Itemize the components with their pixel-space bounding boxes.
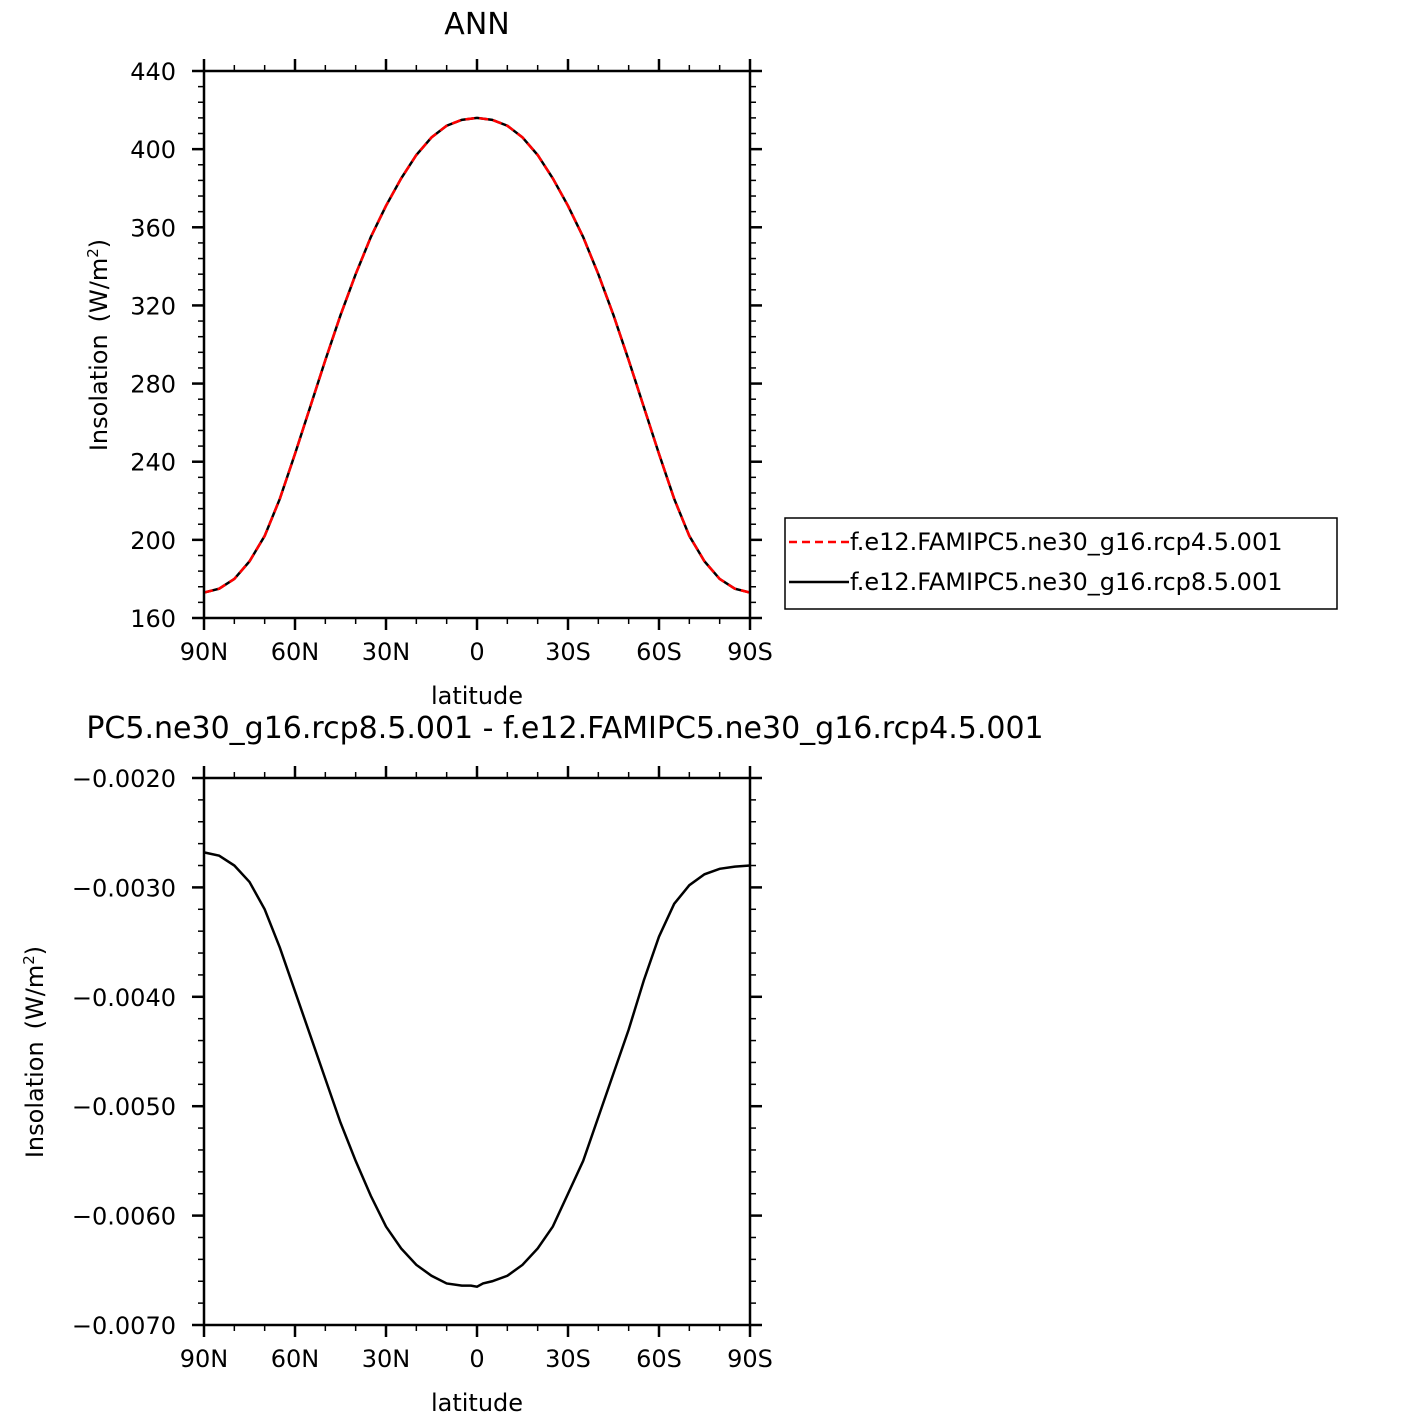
top-x-tick-label: 90N	[180, 638, 229, 666]
bottom-y-axis-label: Insolation (W/m2)	[20, 946, 49, 1158]
top-series-line-0	[203, 116, 751, 594]
top-y-axis-label-units: (W/m	[85, 258, 113, 323]
bottom-y-axis-label-name: Insolation	[21, 1041, 49, 1158]
top-x-tick-label: 30N	[362, 638, 411, 666]
top-y-axis-label-units-close: )	[85, 239, 113, 248]
top-y-tick-label: 280	[130, 371, 176, 399]
top-y-tick-label: 440	[130, 58, 176, 86]
bottom-panel: PC5.ne30_g16.rcp8.5.001 - f.e12.FAMIPC5.…	[20, 711, 1044, 1417]
top-series-layer	[203, 116, 751, 594]
top-y-tick-label: 400	[130, 136, 176, 164]
bottom-x-tick-label: 90S	[727, 1345, 773, 1373]
bottom-x-tick-label: 90N	[180, 1345, 229, 1373]
bottom-x-axis-label: latitude	[431, 1389, 523, 1417]
top-plot-frame	[202, 69, 752, 620]
top-y-axis-label: Insolation (W/m2)	[84, 239, 113, 451]
top-y-tick-label: 320	[130, 292, 176, 320]
top-panel-title: ANN	[444, 7, 509, 42]
top-y-tick-label: 360	[130, 214, 176, 242]
bottom-y-tick-label: −0.0040	[72, 984, 176, 1012]
bottom-series-layer	[203, 851, 751, 1289]
top-y-axis-label-units-sup: 2	[84, 248, 102, 258]
top-y-tick-label: 240	[130, 449, 176, 477]
legend-label-rcp85: f.e12.FAMIPC5.ne30_g16.rcp8.5.001	[850, 568, 1283, 596]
top-y-tick-label: 200	[130, 527, 176, 555]
bottom-series-line-0	[203, 851, 751, 1289]
top-x-tick-label: 30S	[545, 638, 591, 666]
bottom-y-tick-label: −0.0060	[72, 1203, 176, 1231]
bottom-x-tick-label: 30S	[545, 1345, 591, 1373]
top-x-axis-label: latitude	[431, 682, 523, 710]
bottom-x-tick-label: 60N	[271, 1345, 320, 1373]
top-x-tick-label: 60N	[271, 638, 320, 666]
bottom-x-tick-label: 0	[469, 1345, 484, 1373]
bottom-y-tick-label: −0.0070	[72, 1312, 176, 1340]
bottom-y-axis-label-units-sup: 2	[20, 955, 38, 965]
bottom-x-tick-label: 60S	[636, 1345, 682, 1373]
top-series-line-1	[203, 116, 751, 594]
top-y-axis-label-name: Insolation	[85, 334, 113, 451]
legend: f.e12.FAMIPC5.ne30_g16.rcp4.5.001 f.e12.…	[784, 517, 1338, 610]
legend-box	[784, 517, 1338, 610]
bottom-y-axis-label-units-close: )	[21, 946, 49, 955]
bottom-plot-frame	[202, 776, 752, 1327]
top-x-tick-label: 90S	[727, 638, 773, 666]
top-ticks-layer: 90N 60N 30N 0 30S 60S 90S 160 200 240 280 320 360 400…	[130, 58, 773, 666]
bottom-y-tick-label: −0.0050	[72, 1093, 176, 1121]
top-panel: ANN 90N 60N 30N 0 30S 60S 90S 160 200 240 280 320 36…	[84, 7, 773, 710]
legend-label-rcp45: f.e12.FAMIPC5.ne30_g16.rcp4.5.001	[850, 528, 1283, 556]
bottom-y-tick-label: −0.0020	[72, 765, 176, 793]
bottom-panel-title: PC5.ne30_g16.rcp8.5.001 - f.e12.FAMIPC5.…	[86, 711, 1043, 746]
bottom-y-tick-label: −0.0030	[72, 874, 176, 902]
bottom-x-tick-label: 30N	[362, 1345, 411, 1373]
top-x-tick-label: 60S	[636, 638, 682, 666]
bottom-ticks-layer: 90N 60N 30N 0 30S 60S 90S −0.0070 −0.0060 −0.0050…	[72, 765, 773, 1373]
top-x-tick-label: 0	[469, 638, 484, 666]
top-y-tick-label: 160	[130, 605, 176, 633]
bottom-y-axis-label-units: (W/m	[21, 965, 49, 1030]
